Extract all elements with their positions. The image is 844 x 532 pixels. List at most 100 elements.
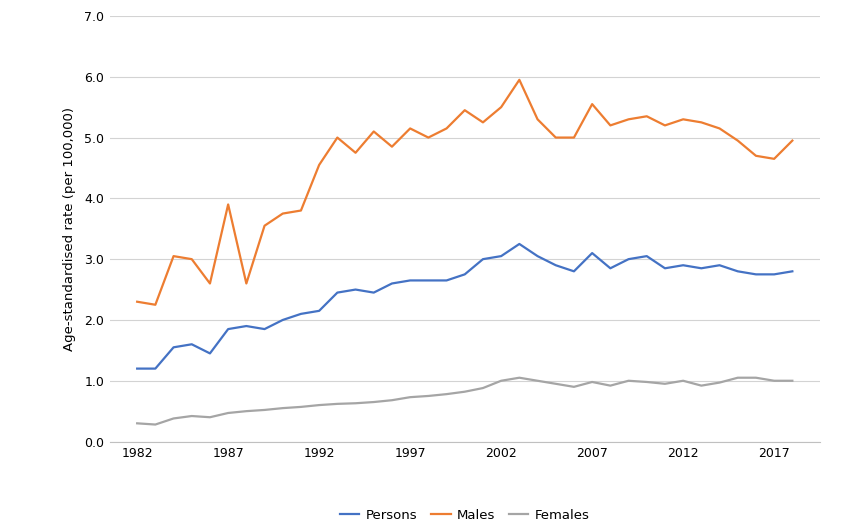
Persons xyxy=(332,289,342,296)
Males xyxy=(259,222,269,229)
Line: Persons: Persons xyxy=(137,244,792,369)
Females xyxy=(241,408,252,414)
Line: Females: Females xyxy=(137,378,792,425)
Persons xyxy=(132,365,142,372)
Males xyxy=(550,135,560,141)
Females xyxy=(677,378,687,384)
Females xyxy=(623,378,633,384)
Males xyxy=(532,116,542,122)
Females xyxy=(478,385,488,391)
Males xyxy=(787,137,797,144)
Females xyxy=(587,379,597,385)
Males xyxy=(587,101,597,107)
Males xyxy=(368,128,378,135)
Persons xyxy=(478,256,488,262)
Legend: Persons, Males, Females: Persons, Males, Females xyxy=(334,503,594,527)
Persons xyxy=(641,253,651,259)
Persons xyxy=(514,241,524,247)
Persons xyxy=(677,262,687,269)
Females xyxy=(441,391,451,397)
Males xyxy=(604,122,614,129)
Males xyxy=(623,116,633,122)
Females xyxy=(750,375,760,381)
Females xyxy=(641,379,651,385)
Females xyxy=(187,413,197,419)
Males xyxy=(441,125,451,131)
Males xyxy=(295,207,306,214)
Males xyxy=(677,116,687,122)
Persons xyxy=(768,271,778,278)
Females xyxy=(278,405,288,411)
Persons xyxy=(314,307,324,314)
Females xyxy=(532,378,542,384)
Persons xyxy=(732,268,742,275)
Males xyxy=(168,253,178,259)
Males xyxy=(423,135,433,141)
Persons xyxy=(423,277,433,284)
Persons xyxy=(550,262,560,269)
Females xyxy=(787,378,797,384)
Persons xyxy=(714,262,724,269)
Males xyxy=(187,256,197,262)
Persons xyxy=(404,277,414,284)
Females xyxy=(314,402,324,408)
Persons xyxy=(278,317,288,323)
Persons xyxy=(695,265,706,271)
Persons xyxy=(787,268,797,275)
Persons xyxy=(387,280,397,287)
Females xyxy=(332,401,342,407)
Females xyxy=(132,420,142,427)
Females xyxy=(495,378,506,384)
Persons xyxy=(295,311,306,317)
Males xyxy=(132,298,142,305)
Females xyxy=(423,393,433,399)
Males xyxy=(768,156,778,162)
Males xyxy=(659,122,669,129)
Persons xyxy=(441,277,451,284)
Females xyxy=(714,379,724,386)
Males xyxy=(695,119,706,126)
Males xyxy=(750,153,760,159)
Males xyxy=(478,119,488,126)
Persons xyxy=(187,341,197,347)
Persons xyxy=(604,265,614,271)
Males xyxy=(241,280,252,287)
Females xyxy=(568,384,578,390)
Females xyxy=(514,375,524,381)
Females xyxy=(732,375,742,381)
Females xyxy=(223,410,233,416)
Males xyxy=(714,125,724,131)
Males xyxy=(223,201,233,207)
Persons xyxy=(750,271,760,278)
Females xyxy=(768,378,778,384)
Persons xyxy=(459,271,469,278)
Males xyxy=(204,280,214,287)
Males xyxy=(495,104,506,110)
Females xyxy=(459,388,469,395)
Persons xyxy=(241,323,252,329)
Females xyxy=(659,380,669,387)
Males xyxy=(387,144,397,150)
Persons xyxy=(223,326,233,332)
Persons xyxy=(259,326,269,332)
Persons xyxy=(587,250,597,256)
Y-axis label: Age-standardised rate (per 100,000): Age-standardised rate (per 100,000) xyxy=(63,107,76,351)
Females xyxy=(150,421,160,428)
Persons xyxy=(495,253,506,259)
Females xyxy=(604,383,614,389)
Persons xyxy=(204,350,214,356)
Females xyxy=(350,400,360,406)
Females xyxy=(295,404,306,410)
Females xyxy=(368,399,378,405)
Females xyxy=(204,414,214,420)
Persons xyxy=(568,268,578,275)
Persons xyxy=(150,365,160,372)
Females xyxy=(387,397,397,403)
Females xyxy=(550,380,560,387)
Females xyxy=(259,407,269,413)
Males xyxy=(150,302,160,308)
Persons xyxy=(350,286,360,293)
Males xyxy=(350,149,360,156)
Females xyxy=(404,394,414,401)
Persons xyxy=(532,253,542,259)
